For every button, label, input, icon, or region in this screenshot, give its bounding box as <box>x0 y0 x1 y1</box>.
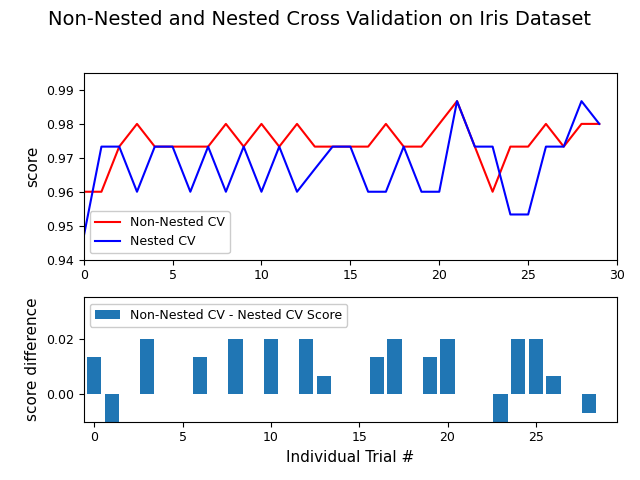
Non-Nested CV <box>222 121 230 127</box>
Nested CV <box>418 189 426 194</box>
Bar <box>140 339 154 394</box>
Nested CV <box>186 189 194 194</box>
Line: Nested CV: Nested CV <box>84 101 599 237</box>
Nested CV <box>204 144 212 149</box>
Non-Nested CV <box>524 144 532 149</box>
Nested CV <box>382 189 390 194</box>
Bar <box>493 394 508 431</box>
Non-Nested CV <box>578 121 586 127</box>
Non-Nested CV <box>115 144 123 149</box>
Legend: Non-Nested CV, Nested CV: Non-Nested CV, Nested CV <box>90 211 230 253</box>
Line: Non-Nested CV: Non-Nested CV <box>84 101 599 192</box>
Nested CV <box>595 121 603 127</box>
Bar <box>423 357 437 394</box>
Non-Nested CV <box>186 144 194 149</box>
Non-Nested CV <box>418 144 426 149</box>
Non-Nested CV <box>275 144 283 149</box>
Legend: Non-Nested CV - Nested CV Score: Non-Nested CV - Nested CV Score <box>90 303 347 326</box>
Nested CV <box>542 144 550 149</box>
Nested CV <box>275 144 283 149</box>
Bar <box>440 339 454 394</box>
Nested CV <box>311 166 319 172</box>
Nested CV <box>97 144 105 149</box>
Nested CV <box>169 144 177 149</box>
Non-Nested CV <box>293 121 301 127</box>
Non-Nested CV <box>364 144 372 149</box>
Nested CV <box>222 189 230 194</box>
Nested CV <box>471 144 479 149</box>
Bar <box>370 357 384 394</box>
Non-Nested CV <box>435 121 443 127</box>
Bar <box>299 339 313 394</box>
Nested CV <box>364 189 372 194</box>
Nested CV <box>133 189 141 194</box>
Non-Nested CV <box>240 144 248 149</box>
Nested CV <box>115 144 123 149</box>
Non-Nested CV <box>382 121 390 127</box>
Non-Nested CV <box>595 121 603 127</box>
Nested CV <box>560 144 568 149</box>
Text: Non-Nested and Nested Cross Validation on Iris Dataset: Non-Nested and Nested Cross Validation o… <box>49 10 591 29</box>
Bar <box>317 376 331 394</box>
Non-Nested CV <box>453 98 461 104</box>
Nested CV <box>293 189 301 194</box>
Non-Nested CV <box>204 144 212 149</box>
Nested CV <box>453 98 461 104</box>
Non-Nested CV <box>133 121 141 127</box>
Nested CV <box>151 144 159 149</box>
Y-axis label: score difference: score difference <box>26 298 40 421</box>
Non-Nested CV <box>506 144 514 149</box>
Non-Nested CV <box>329 144 337 149</box>
Nested CV <box>506 212 514 217</box>
Bar <box>105 394 119 431</box>
Nested CV <box>400 144 408 149</box>
Nested CV <box>258 189 266 194</box>
Y-axis label: score: score <box>26 145 40 187</box>
Bar <box>193 357 207 394</box>
Nested CV <box>524 212 532 217</box>
Non-Nested CV <box>80 189 88 194</box>
Bar <box>529 339 543 394</box>
Non-Nested CV <box>471 144 479 149</box>
Bar <box>582 394 596 413</box>
Bar <box>547 375 561 394</box>
Bar <box>264 339 278 394</box>
Nested CV <box>578 98 586 104</box>
Non-Nested CV <box>97 189 105 194</box>
Non-Nested CV <box>542 121 550 127</box>
Bar <box>511 339 525 394</box>
Nested CV <box>240 144 248 149</box>
Non-Nested CV <box>489 189 497 194</box>
X-axis label: Individual Trial #: Individual Trial # <box>286 450 415 465</box>
Non-Nested CV <box>169 144 177 149</box>
Non-Nested CV <box>346 144 354 149</box>
Bar <box>87 357 101 394</box>
Non-Nested CV <box>258 121 266 127</box>
Bar <box>228 339 243 394</box>
Nested CV <box>80 234 88 240</box>
Non-Nested CV <box>400 144 408 149</box>
Non-Nested CV <box>311 144 319 149</box>
Nested CV <box>435 189 443 194</box>
Nested CV <box>489 144 497 149</box>
Non-Nested CV <box>151 144 159 149</box>
Nested CV <box>329 144 337 149</box>
Bar <box>387 339 401 394</box>
Nested CV <box>346 144 354 149</box>
Non-Nested CV <box>560 144 568 149</box>
